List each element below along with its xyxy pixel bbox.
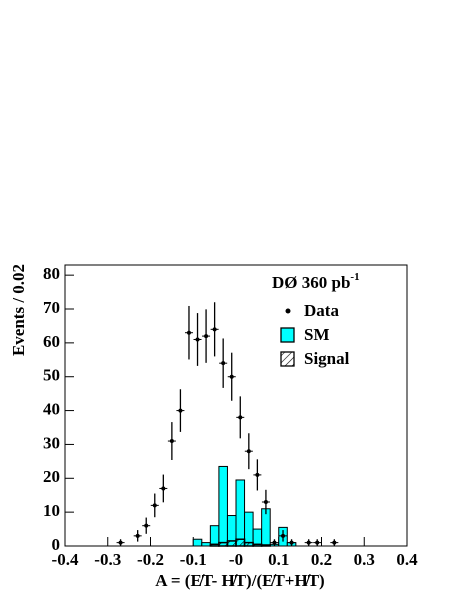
sm-bar	[252, 528, 263, 547]
data-point	[263, 499, 268, 504]
data-point	[255, 472, 260, 477]
signal-bar	[252, 543, 263, 547]
data-point	[169, 439, 174, 444]
y-tick-label: 30	[43, 433, 60, 452]
data-point	[118, 540, 123, 545]
data-point	[135, 533, 140, 538]
x-tick-label: -0.3	[94, 550, 121, 569]
legend-swatch	[280, 351, 295, 367]
data-point	[238, 415, 243, 420]
sm-bar	[192, 538, 203, 547]
data-point	[272, 540, 277, 545]
x-tick-label: -0	[229, 550, 243, 569]
legend-label: Data	[304, 301, 339, 320]
x-tick-label: 0.2	[311, 550, 332, 569]
data-point	[229, 374, 234, 379]
data-point	[281, 533, 286, 538]
sm-bar	[218, 465, 228, 547]
data-point	[246, 449, 251, 454]
data-point	[186, 330, 191, 335]
x-axis-label: A = (E̸T- H̸T)/(E̸T+H̸T)	[155, 571, 324, 590]
data-point	[212, 327, 217, 332]
legend-swatch	[280, 327, 295, 343]
y-tick-label: 80	[43, 264, 60, 283]
sm-bar	[235, 479, 246, 547]
legend-marker	[285, 308, 291, 314]
sm-bar	[261, 508, 271, 547]
data-point	[204, 334, 209, 339]
y-tick-label: 10	[43, 501, 60, 520]
y-tick-label: 60	[43, 332, 60, 351]
annotation-text: DØ 360 pb	[272, 273, 350, 292]
data-point	[144, 523, 149, 528]
sm-bar	[244, 511, 254, 547]
y-tick-label: 40	[43, 399, 60, 418]
data-point	[315, 540, 320, 545]
data-point	[332, 540, 337, 545]
y-tick-label: 70	[43, 298, 60, 317]
data-point	[221, 361, 226, 366]
signal-bar	[209, 543, 220, 547]
y-axis-label: Events / 0.02	[9, 264, 28, 356]
y-tick-label: 0	[52, 535, 61, 554]
signal-bar	[243, 541, 254, 547]
data-point	[195, 337, 200, 342]
y-tick-label: 50	[43, 366, 60, 385]
annotation: DØ 360 pb-1	[272, 271, 360, 292]
signal-bar	[260, 544, 271, 547]
sm-bar	[201, 542, 211, 547]
signal-bar	[235, 538, 246, 547]
x-tick-label: -0.2	[137, 550, 164, 569]
data-point	[152, 503, 157, 508]
data-point	[289, 540, 294, 545]
x-tick-label: 0.4	[396, 550, 418, 569]
x-tick-label: 0.3	[354, 550, 375, 569]
sm-bar	[209, 525, 220, 547]
signal-bar	[226, 540, 237, 547]
legend-label: Signal	[304, 349, 350, 368]
data-point	[178, 408, 183, 413]
signal-bar	[218, 541, 229, 547]
x-tick-label: 0.1	[268, 550, 289, 569]
data-point	[161, 486, 166, 491]
y-tick-label: 20	[43, 467, 60, 486]
x-tick-label: -0.4	[52, 550, 79, 569]
x-tick-label: -0.1	[180, 550, 207, 569]
data-point	[306, 540, 311, 545]
legend-label: SM	[304, 325, 330, 344]
annotation-superscript: -1	[350, 271, 359, 283]
